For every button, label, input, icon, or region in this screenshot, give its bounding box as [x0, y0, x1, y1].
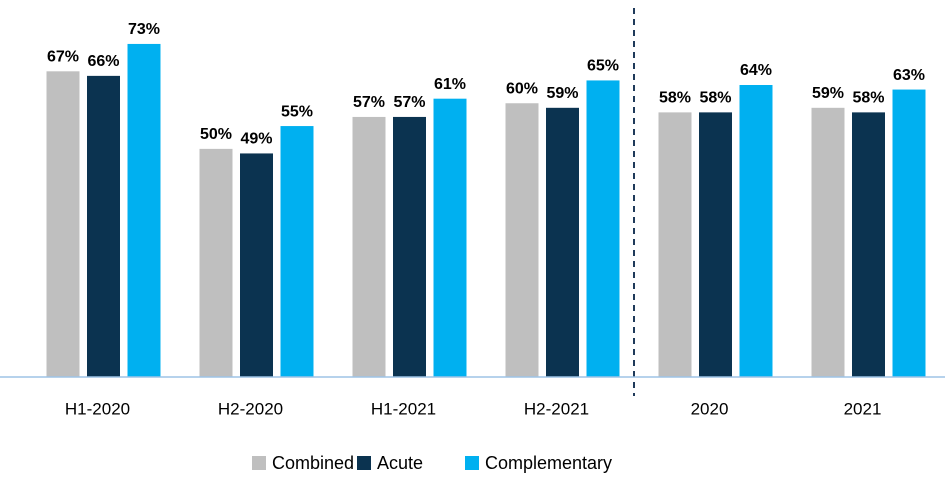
legend-swatch: [357, 456, 371, 470]
value-label: 58%: [852, 90, 884, 107]
bar: [433, 98, 467, 377]
value-label: 60%: [506, 80, 538, 97]
value-label: 57%: [393, 94, 425, 111]
bar: [199, 148, 233, 377]
value-label: 58%: [659, 90, 691, 107]
bar: [546, 107, 579, 377]
legend-swatch: [465, 456, 479, 470]
bar: [811, 107, 845, 377]
value-label: 63%: [893, 67, 925, 84]
bar: [393, 116, 426, 377]
bar: [46, 71, 80, 377]
value-label: 50%: [200, 126, 232, 143]
x-tick-label: H1-2020: [65, 399, 130, 418]
value-label: 49%: [240, 131, 272, 148]
bar: [87, 75, 120, 377]
legend-label: Acute: [377, 453, 423, 473]
value-label: 57%: [353, 94, 385, 111]
bar: [280, 126, 314, 377]
x-tick-label: H2-2021: [524, 399, 589, 418]
value-label: 67%: [47, 49, 79, 66]
bar: [739, 85, 773, 377]
value-label: 73%: [128, 21, 160, 38]
x-tick-label: 2021: [844, 399, 882, 418]
bar: [586, 80, 620, 377]
bar: [892, 89, 926, 377]
x-tick-label: H1-2021: [371, 399, 436, 418]
value-label: 58%: [699, 90, 731, 107]
value-label: 59%: [812, 85, 844, 102]
value-label: 55%: [281, 103, 313, 120]
value-label: 59%: [546, 85, 578, 102]
legend-swatch: [252, 456, 266, 470]
bar: [240, 153, 273, 377]
bar: [127, 43, 161, 377]
bar: [699, 112, 732, 377]
value-label: 66%: [87, 53, 119, 70]
x-tick-label: H2-2020: [218, 399, 283, 418]
value-label: 64%: [740, 62, 772, 79]
value-label: 65%: [587, 58, 619, 75]
bar: [658, 112, 692, 377]
bar: [352, 116, 386, 377]
value-label: 61%: [434, 76, 466, 93]
legend-label: Combined: [272, 453, 354, 473]
x-tick-label: 2020: [691, 399, 729, 418]
bar: [852, 112, 885, 377]
bar: [505, 103, 539, 377]
legend-label: Complementary: [485, 453, 612, 473]
